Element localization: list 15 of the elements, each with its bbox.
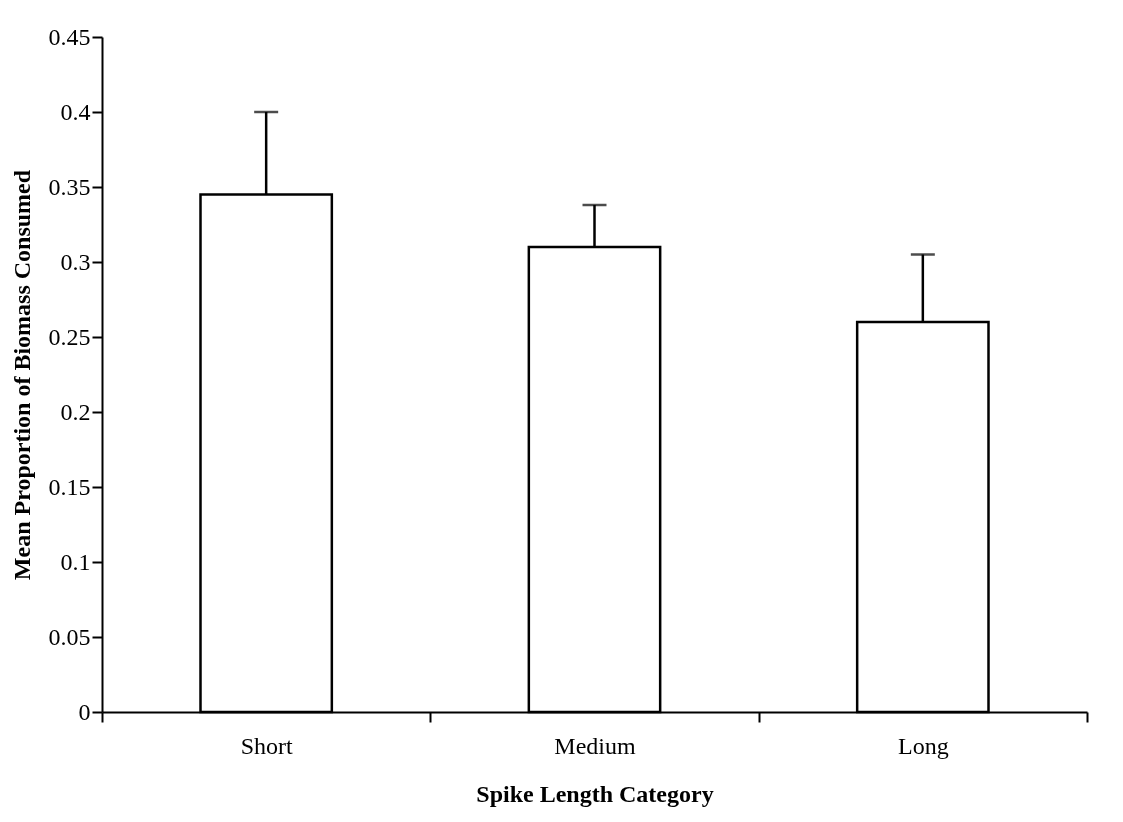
y-tick-label: 0.1: [60, 548, 91, 575]
y-tick-label: 0.4: [60, 98, 91, 125]
y-tick-label: 0.05: [48, 623, 91, 650]
y-tick-label: 0: [78, 698, 91, 725]
x-tick-label: Long: [898, 732, 949, 759]
x-tick-label: Short: [240, 732, 293, 759]
y-tick-label: 0.25: [48, 323, 91, 350]
y-tick-label: 0.3: [60, 248, 91, 275]
y-axis-title: Mean Proportion of Biomass Consumed: [8, 169, 35, 581]
x-tick-label: Medium: [554, 732, 636, 759]
x-axis-title: Spike Length Category: [476, 780, 714, 807]
y-tick-label: 0.2: [60, 398, 91, 425]
y-tick-label: 0.35: [48, 173, 91, 200]
y-tick-label: 0.45: [48, 23, 91, 50]
y-tick-label: 0.15: [48, 473, 91, 500]
